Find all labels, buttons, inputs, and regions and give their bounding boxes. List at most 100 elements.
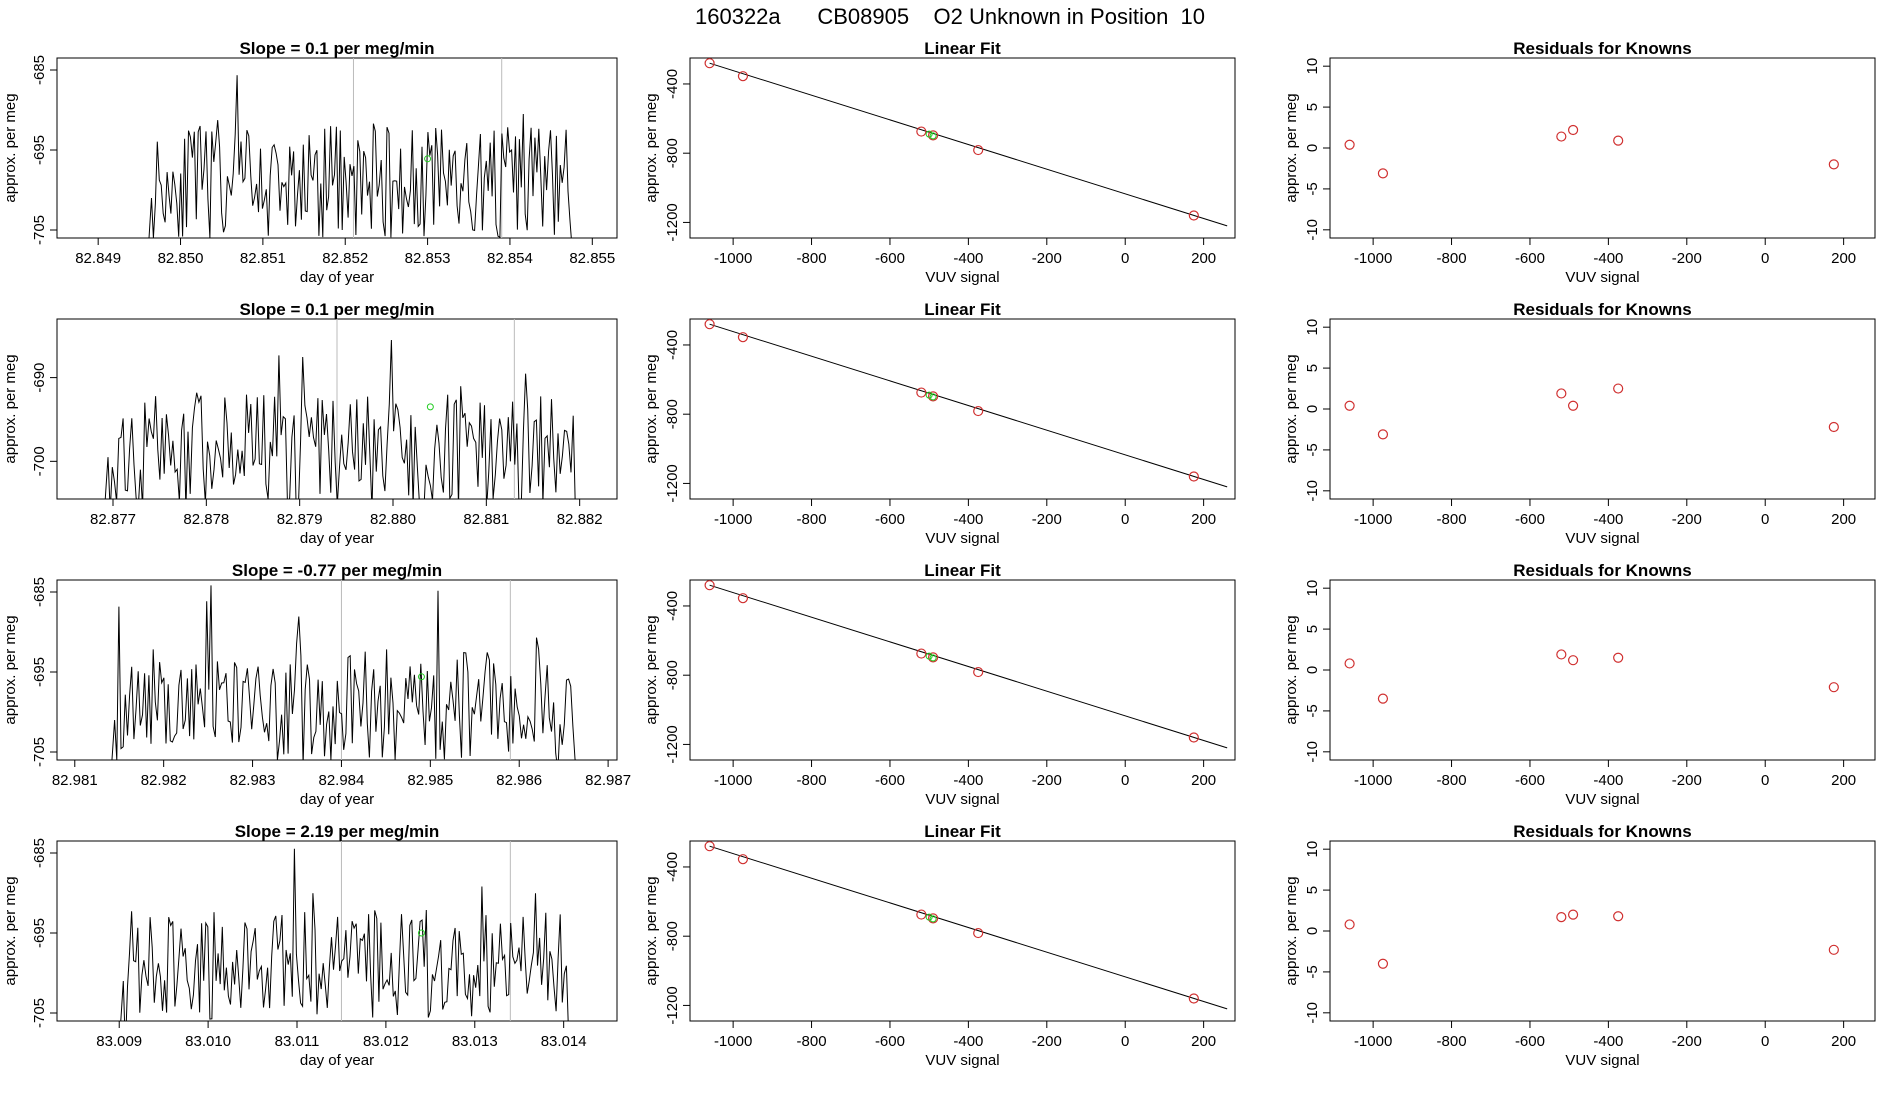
chart-panel-4-2: Linear Fit -1000 -800 -600 -400 -200 0 200 -400 -… — [643, 822, 1236, 1069]
time-series-line — [104, 339, 576, 499]
x-tick-label: 200 — [1191, 511, 1216, 528]
known-point — [1344, 658, 1355, 669]
y-tick-label: -5 — [1304, 965, 1321, 978]
y-tick-label: -10 — [1304, 741, 1321, 763]
plot-frame — [1329, 318, 1876, 500]
known-point — [973, 666, 984, 678]
unknown-marker — [417, 929, 425, 937]
known-point — [1377, 693, 1389, 704]
x-tick-label: 0 — [1761, 511, 1769, 528]
x-tick-label: -800 — [1437, 772, 1467, 789]
x-tick-label: 83.012 — [363, 1033, 409, 1050]
chart-panel-4-1: Slope = 2.19 per meg/min 83.009 83.010 83.0… — [2, 822, 618, 1069]
x-tick-label: -800 — [797, 1033, 827, 1050]
plot-frame — [689, 840, 1236, 1022]
y-tick-label: 10 — [1304, 580, 1321, 597]
known-point — [737, 593, 749, 604]
known-point — [916, 648, 927, 659]
y-tick-label: 10 — [1304, 58, 1321, 75]
known-point — [1613, 652, 1624, 663]
y-tick-label: -10 — [1304, 1002, 1321, 1024]
known-point — [1556, 388, 1567, 399]
x-axis-label: VUV signal — [925, 269, 999, 286]
plot-frame — [1329, 579, 1876, 761]
y-tick-label: -695 — [31, 657, 48, 687]
y-tick-label: 0 — [1304, 927, 1321, 935]
x-tick-label: -400 — [953, 772, 983, 789]
y-tick-label: 0 — [1304, 666, 1321, 674]
chart-title: Slope = 2.19 per meg/min — [235, 822, 440, 841]
y-tick-label: -1200 — [664, 203, 681, 241]
x-tick-label: 200 — [1831, 1033, 1856, 1050]
y-tick-label: -10 — [1304, 480, 1321, 502]
y-tick-label: -685 — [31, 838, 48, 868]
x-tick-label: -400 — [1593, 772, 1623, 789]
known-point — [737, 332, 749, 343]
y-axis-label: approx. per meg — [1283, 876, 1300, 985]
x-tick-label: 82.987 — [585, 772, 631, 789]
x-tick-label: 82.986 — [496, 772, 542, 789]
chart-title: Slope = 0.1 per meg/min — [239, 300, 434, 319]
x-tick-label: -200 — [1032, 772, 1062, 789]
x-tick-label: 83.011 — [275, 1033, 320, 1050]
known-point — [916, 909, 927, 920]
known-point — [1567, 655, 1579, 666]
y-axis-label: approx. per meg — [2, 354, 19, 463]
x-tick-label: -600 — [875, 772, 905, 789]
x-tick-label: -1000 — [1354, 1033, 1392, 1050]
x-tick-label: -1000 — [714, 250, 752, 267]
x-tick-label: -1000 — [714, 1033, 752, 1050]
x-tick-label: 82.877 — [90, 511, 136, 528]
known-point — [927, 913, 939, 924]
x-tick-label: 82.878 — [183, 511, 229, 528]
y-tick-label: -800 — [664, 660, 681, 690]
chart-title: Residuals for Knowns — [1513, 300, 1692, 319]
known-point — [1188, 210, 1199, 221]
x-tick-label: 82.852 — [322, 250, 368, 267]
known-point — [1188, 732, 1199, 743]
known-point — [704, 58, 715, 69]
x-axis-label: VUV signal — [1565, 269, 1639, 286]
x-axis-label: VUV signal — [1565, 530, 1639, 547]
x-tick-label: -400 — [953, 250, 983, 267]
plot-frame — [56, 57, 618, 239]
y-tick-label: -705 — [31, 737, 48, 767]
y-axis-label: approx. per meg — [1283, 615, 1300, 724]
chart-panel-3-2: Linear Fit -1000 -800 -600 -400 -200 0 200 -400 -… — [643, 561, 1236, 808]
x-axis-label: VUV signal — [1565, 791, 1639, 808]
y-tick-label: 0 — [1304, 405, 1321, 413]
x-tick-label: -1000 — [714, 772, 752, 789]
chart-title: Residuals for Knowns — [1513, 561, 1692, 580]
x-tick-label: 82.849 — [75, 250, 121, 267]
y-tick-label: -705 — [31, 215, 48, 245]
chart-title: Slope = -0.77 per meg/min — [232, 561, 442, 580]
x-tick-label: -1000 — [714, 511, 752, 528]
x-tick-label: 82.854 — [487, 250, 533, 267]
time-series-line — [120, 848, 569, 1021]
x-tick-label: -1000 — [1354, 250, 1392, 267]
known-point — [1567, 400, 1579, 411]
known-point — [1556, 911, 1567, 923]
x-axis-label: day of year — [300, 791, 374, 808]
x-tick-label: 82.880 — [370, 511, 416, 528]
x-tick-label: -800 — [1437, 1033, 1467, 1050]
y-tick-label: -400 — [664, 69, 681, 99]
x-tick-label: -200 — [1672, 1033, 1702, 1050]
x-tick-label: -200 — [1032, 1033, 1062, 1050]
x-tick-label: -800 — [1437, 250, 1467, 267]
y-tick-label: 5 — [1304, 625, 1321, 633]
x-axis-label: VUV signal — [925, 1052, 999, 1069]
x-tick-label: 0 — [1121, 511, 1129, 528]
x-tick-label: -1000 — [1354, 772, 1392, 789]
x-tick-label: -200 — [1032, 250, 1062, 267]
x-axis-label: VUV signal — [1565, 1052, 1639, 1069]
y-tick-label: 5 — [1304, 364, 1321, 372]
x-tick-label: -400 — [953, 511, 983, 528]
plot-area — [1344, 649, 1839, 704]
plot-frame — [689, 57, 1236, 239]
y-axis-label: approx. per meg — [643, 93, 660, 202]
known-point — [927, 391, 939, 402]
x-tick-label: -600 — [875, 1033, 905, 1050]
x-tick-label: 0 — [1121, 1033, 1129, 1050]
